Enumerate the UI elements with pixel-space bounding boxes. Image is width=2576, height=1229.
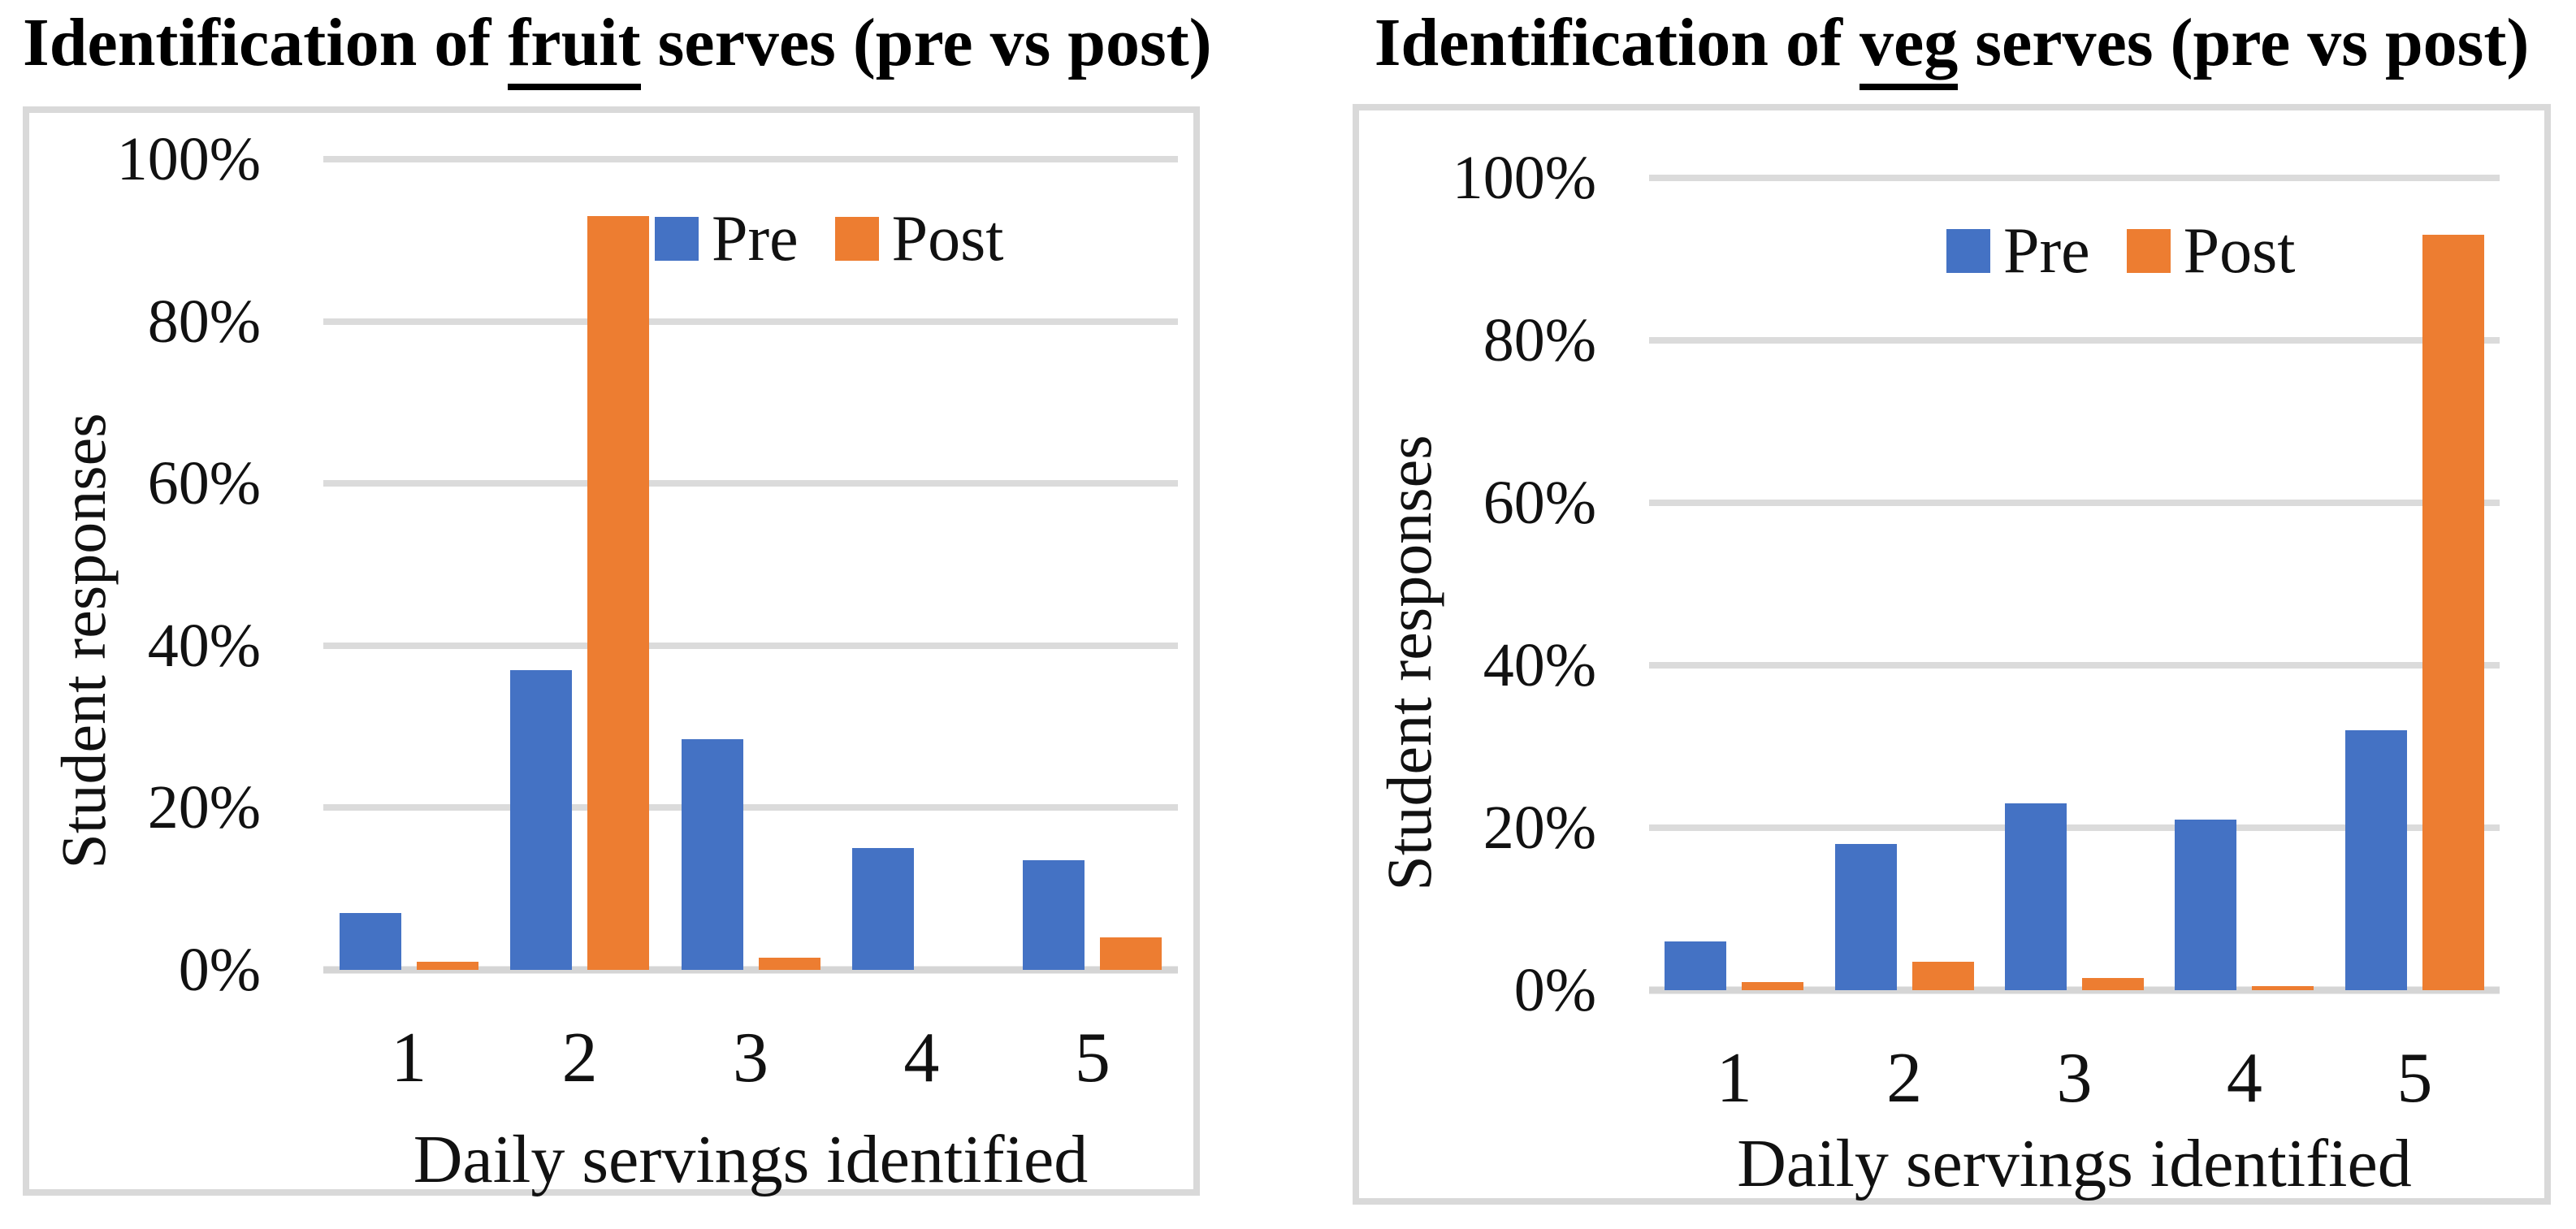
pre-bar-3 xyxy=(681,738,743,970)
bar-group-4 xyxy=(836,159,1007,970)
y-tick-label: 60% xyxy=(1483,469,1596,537)
x-tick-label: 3 xyxy=(733,1019,769,1097)
chart-title-suffix: serves (pre vs post) xyxy=(640,5,1212,80)
y-tick-label: 0% xyxy=(178,936,261,1004)
x-tick-label: 1 xyxy=(391,1019,427,1097)
bar-series xyxy=(323,159,1178,970)
legend-swatch-pre xyxy=(1946,229,1990,273)
gridline xyxy=(323,480,1178,487)
x-tick-label: 4 xyxy=(903,1019,940,1097)
chart-title-underlined-word: fruit xyxy=(508,5,641,90)
chart-title-prefix: Identification of xyxy=(23,5,509,80)
y-tick-label: 60% xyxy=(147,449,261,518)
y-axis-ticks: 100% 80% 60% 40% 20% 0% xyxy=(29,128,261,1001)
y-tick-label: 40% xyxy=(1483,631,1596,699)
x-tick-label: 5 xyxy=(2396,1039,2433,1118)
chart-title-suffix: serves (pre vs post) xyxy=(1958,5,2530,80)
y-tick-label: 20% xyxy=(1483,794,1596,862)
x-tick-label: 4 xyxy=(2226,1039,2262,1118)
legend-label-post: Post xyxy=(2183,215,2296,287)
bar-group-4 xyxy=(2159,178,2329,990)
x-tick-label: 2 xyxy=(1886,1039,1923,1118)
y-tick-label: 80% xyxy=(147,287,261,356)
chart-title: Identification of veg serves (pre vs pos… xyxy=(1353,0,2551,90)
plot-panel: Student responses 100% 80% 60% 40% 20% 0% Pre… xyxy=(23,106,1200,1196)
x-tick-label: 3 xyxy=(2056,1039,2093,1118)
gridline xyxy=(1649,175,2500,181)
post-bar-1 xyxy=(416,962,478,970)
x-tick-label: 5 xyxy=(1074,1019,1110,1097)
gridline xyxy=(1649,824,2500,831)
post-bar-2 xyxy=(1911,962,1974,990)
plot-panel: Student responses 100% 80% 60% 40% 20% 0% Pre… xyxy=(1353,104,2551,1205)
pre-bar-2 xyxy=(510,669,573,970)
pre-bar-4 xyxy=(2175,820,2237,990)
x-tick-label: 2 xyxy=(561,1019,598,1097)
post-bar-1 xyxy=(1742,982,1804,990)
y-tick-label: 100% xyxy=(116,125,261,193)
pre-bar-2 xyxy=(1834,844,1897,990)
legend-label-pre: Pre xyxy=(712,203,799,275)
y-tick-label: 80% xyxy=(1483,306,1596,374)
y-axis-ticks: 100% 80% 60% 40% 20% 0% xyxy=(1359,147,1596,1021)
x-tick-label: 1 xyxy=(1716,1039,1752,1118)
gridline xyxy=(1649,662,2500,669)
gridline xyxy=(323,156,1178,162)
bar-group-1 xyxy=(323,159,494,970)
chart-title: Identification of fruit serves (pre vs p… xyxy=(23,0,1212,90)
plot-area: Pre Post xyxy=(1649,175,2500,994)
bar-group-2 xyxy=(494,159,665,970)
x-axis-line xyxy=(1649,986,2500,994)
gridline xyxy=(323,318,1178,325)
bar-group-5 xyxy=(1007,159,1178,970)
gridline xyxy=(1649,500,2500,506)
bar-group-3 xyxy=(665,159,836,970)
legend: Pre Post xyxy=(1946,219,2296,283)
legend-label-post: Post xyxy=(891,203,1004,275)
pre-bar-1 xyxy=(1665,941,1727,990)
legend-label-pre: Pre xyxy=(2003,215,2090,287)
pre-bar-1 xyxy=(339,913,401,970)
x-axis-title: Daily servings identified xyxy=(1737,1126,2412,1201)
x-axis-line xyxy=(323,966,1178,974)
pre-bar-4 xyxy=(851,848,914,970)
pre-bar-5 xyxy=(1023,860,1085,970)
y-tick-label: 100% xyxy=(1452,144,1596,212)
legend-swatch-post xyxy=(2126,229,2171,273)
bar-series xyxy=(1649,178,2500,990)
y-tick-label: 20% xyxy=(147,773,261,842)
post-bar-5 xyxy=(1100,937,1162,970)
post-bar-5 xyxy=(2422,235,2484,990)
legend: Pre Post xyxy=(655,206,1004,271)
bar-group-1 xyxy=(1649,178,1819,990)
legend-swatch-post xyxy=(834,217,879,261)
post-bar-4 xyxy=(2252,986,2314,990)
x-axis-title: Daily servings identified xyxy=(413,1122,1089,1197)
bar-group-3 xyxy=(1989,178,2159,990)
legend-swatch-pre xyxy=(655,217,699,261)
pre-bar-5 xyxy=(2344,730,2407,990)
bar-group-2 xyxy=(1819,178,1989,990)
bar-group-5 xyxy=(2330,178,2500,990)
post-bar-2 xyxy=(587,215,650,970)
gridline xyxy=(323,642,1178,649)
chart-title-underlined-word: veg xyxy=(1859,5,1959,90)
pre-bar-3 xyxy=(2005,803,2067,990)
y-tick-label: 0% xyxy=(1513,956,1596,1024)
post-bar-3 xyxy=(758,958,820,970)
plot-area: Pre Post xyxy=(323,156,1178,974)
gridline xyxy=(323,804,1178,811)
post-bar-3 xyxy=(2082,978,2145,990)
chart-title-prefix: Identification of xyxy=(1374,5,1859,80)
y-tick-label: 40% xyxy=(147,611,261,680)
gridline xyxy=(1649,337,2500,344)
